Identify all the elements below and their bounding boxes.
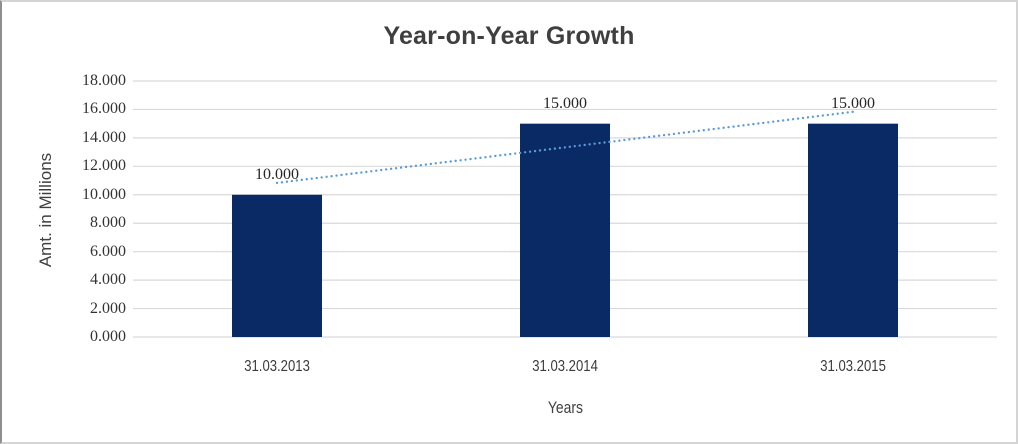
x-axis-title: Years — [485, 398, 645, 418]
x-tick-label: 31.03.2013 — [197, 358, 357, 376]
chart-title: Year-on-Year Growth — [383, 22, 635, 50]
y-tick-label: 16.000 — [82, 100, 126, 118]
y-tick-label: 10.000 — [82, 185, 126, 203]
x-tick-text: 31.03.2015 — [820, 358, 886, 375]
trendline — [275, 110, 855, 185]
x-axis-title-text: Years — [547, 398, 583, 417]
x-tick-text: 31.03.2013 — [244, 358, 310, 375]
y-tick-label: 6.000 — [90, 242, 126, 260]
bar — [808, 123, 898, 338]
y-tick-label: 4.000 — [90, 271, 126, 289]
bar-value-label: 15.000 — [831, 94, 875, 112]
bar — [232, 194, 322, 337]
bar — [520, 123, 610, 338]
bar-value-label: 10.000 — [255, 165, 299, 183]
y-tick-label: 12.000 — [82, 157, 126, 175]
y-tick-label: 0.000 — [90, 328, 126, 345]
bar-value-label: 15.000 — [543, 94, 587, 112]
y-tick-label: 18.000 — [82, 72, 126, 89]
x-tick-label: 31.03.2014 — [485, 358, 645, 376]
x-tick-label: 31.03.2015 — [773, 358, 933, 376]
x-tick-text: 31.03.2014 — [532, 358, 598, 375]
y-tick-label: 2.000 — [90, 299, 126, 317]
y-tick-label: 8.000 — [90, 214, 126, 232]
y-tick-label: 14.000 — [82, 128, 126, 146]
